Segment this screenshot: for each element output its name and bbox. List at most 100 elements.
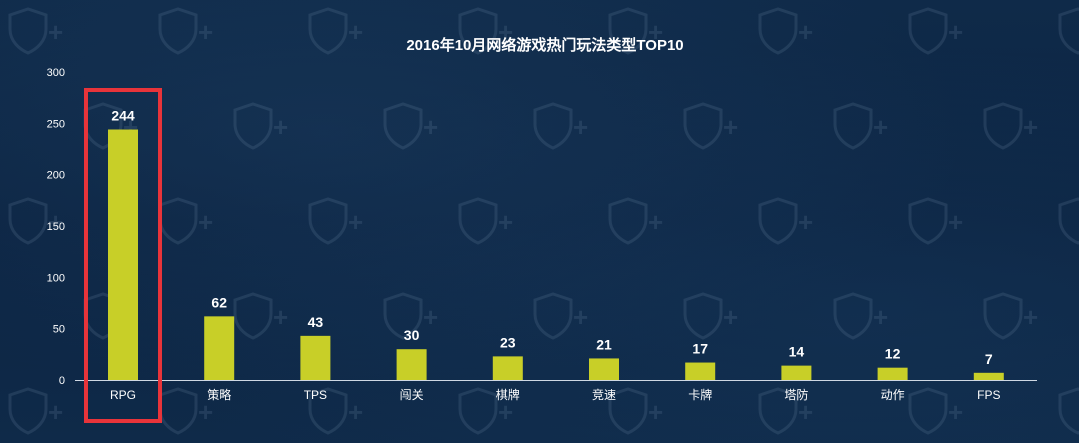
- svg-text:+: +: [498, 207, 513, 237]
- svg-text:+: +: [348, 17, 363, 47]
- chart-title: 2016年10月网络游戏热门玩法类型TOP10: [406, 36, 683, 54]
- watermark-shield-icon: +: [8, 7, 63, 55]
- watermark-shield-icon: +: [233, 292, 288, 340]
- watermark-shield-icon: +: [8, 197, 63, 245]
- watermark-shield-icon: +: [458, 197, 513, 245]
- category-label: 卡牌: [688, 388, 712, 402]
- svg-text:+: +: [573, 302, 588, 332]
- watermark-shield-icon: +: [833, 292, 888, 340]
- y-tick-label: 150: [47, 221, 65, 233]
- bar-value-label: 62: [211, 294, 227, 310]
- watermark-shield-icon: +: [158, 387, 213, 435]
- svg-text:+: +: [723, 112, 738, 142]
- svg-text:+: +: [48, 17, 63, 47]
- category-label: RPG: [110, 388, 136, 402]
- bar: [685, 362, 716, 380]
- watermark-shield-icon: +: [683, 292, 738, 340]
- watermark-shield-icon: +: [908, 7, 963, 55]
- watermark-shield-icon: +: [533, 102, 588, 150]
- watermark-shield-icon: +: [8, 387, 63, 435]
- watermark-shield-icon: +: [458, 387, 513, 435]
- watermark-shield-icon: +: [908, 387, 963, 435]
- y-tick-label: 50: [53, 324, 65, 336]
- watermark-shield-icon: +: [383, 292, 438, 340]
- category-label: FPS: [977, 388, 1000, 402]
- svg-text:+: +: [273, 112, 288, 142]
- svg-text:+: +: [1023, 302, 1038, 332]
- svg-text:+: +: [723, 302, 738, 332]
- svg-text:+: +: [498, 17, 513, 47]
- bar: [396, 349, 427, 380]
- category-label: 策略: [207, 387, 231, 402]
- y-tick-label: 200: [47, 170, 65, 182]
- svg-text:+: +: [948, 17, 963, 47]
- bar-value-label: 14: [789, 344, 805, 360]
- watermark-shield-icon: +: [983, 102, 1038, 150]
- bar: [877, 367, 908, 380]
- watermark-shield-icon: +: [308, 197, 363, 245]
- bar-value-label: 30: [404, 327, 420, 343]
- watermark-shield-icon: +: [833, 102, 888, 150]
- watermark-shield-icon: +: [308, 387, 363, 435]
- svg-text:+: +: [498, 397, 513, 427]
- bar: [589, 358, 619, 380]
- svg-text:+: +: [648, 397, 663, 427]
- svg-text:+: +: [573, 112, 588, 142]
- svg-text:+: +: [873, 302, 888, 332]
- watermark-shield-icon: +: [758, 7, 813, 55]
- watermark-shield-icon: +: [158, 197, 213, 245]
- bar: [781, 365, 812, 380]
- bars-group: 244 RPG 62 策略 43 TPS 30 闯关 23 棋牌 21 竞速 17 卡牌 14 塔防 12 动作 7…: [108, 107, 1004, 402]
- bar: [492, 356, 523, 380]
- bar: [108, 129, 138, 380]
- category-label: 竞速: [592, 388, 616, 402]
- category-label: 塔防: [784, 387, 808, 402]
- svg-text:+: +: [648, 207, 663, 237]
- watermark-shield-icon: +: [458, 7, 513, 55]
- watermark-shield-icon: +: [533, 292, 588, 340]
- bar: [204, 316, 235, 380]
- svg-text:+: +: [48, 397, 63, 427]
- svg-text:+: +: [648, 17, 663, 47]
- watermark-shield-icon: +: [1058, 7, 1079, 55]
- bar-value-label: 23: [500, 334, 516, 350]
- watermark-shield-icon: +: [608, 387, 663, 435]
- svg-text:+: +: [798, 207, 813, 237]
- y-tick-label: 250: [47, 118, 65, 130]
- watermark-shield-icon: +: [683, 102, 738, 150]
- y-tick-label: 0: [59, 375, 65, 387]
- watermark-shield-icon: +: [758, 387, 813, 435]
- bar-value-label: 43: [308, 314, 324, 330]
- svg-text:+: +: [948, 397, 963, 427]
- category-label: 动作: [881, 388, 905, 402]
- svg-text:+: +: [48, 207, 63, 237]
- watermark-shield-icon: +: [158, 7, 213, 55]
- svg-text:+: +: [798, 397, 813, 427]
- bar-value-label: 12: [885, 346, 901, 362]
- watermark-shield-icon: +: [608, 7, 663, 55]
- category-label: 闯关: [400, 387, 424, 402]
- watermark-shield-icon: +: [908, 197, 963, 245]
- watermark-shield-icon: +: [308, 7, 363, 55]
- y-tick-label: 100: [47, 272, 65, 284]
- watermark-shield-icon: +: [758, 197, 813, 245]
- svg-text:+: +: [798, 17, 813, 47]
- svg-text:+: +: [198, 17, 213, 47]
- watermark-shield-icon: +: [1058, 387, 1079, 435]
- svg-text:+: +: [423, 112, 438, 142]
- svg-text:+: +: [948, 207, 963, 237]
- svg-text:+: +: [873, 112, 888, 142]
- watermark-shield-icon: +: [1058, 197, 1079, 245]
- watermark-shield-icon: +: [983, 292, 1038, 340]
- y-axis: 0 50 100 150 200 250 300: [47, 67, 65, 387]
- bar-value-label: 17: [692, 341, 708, 357]
- svg-text:+: +: [198, 207, 213, 237]
- y-tick-label: 300: [47, 67, 65, 79]
- watermark-shield-icon: +: [383, 102, 438, 150]
- watermark-layer: ++++++++++++++++++++++++++++++++++++++++: [8, 7, 1079, 435]
- bar-value-label: 244: [111, 107, 135, 123]
- svg-text:+: +: [348, 397, 363, 427]
- bar-value-label: 7: [985, 351, 993, 367]
